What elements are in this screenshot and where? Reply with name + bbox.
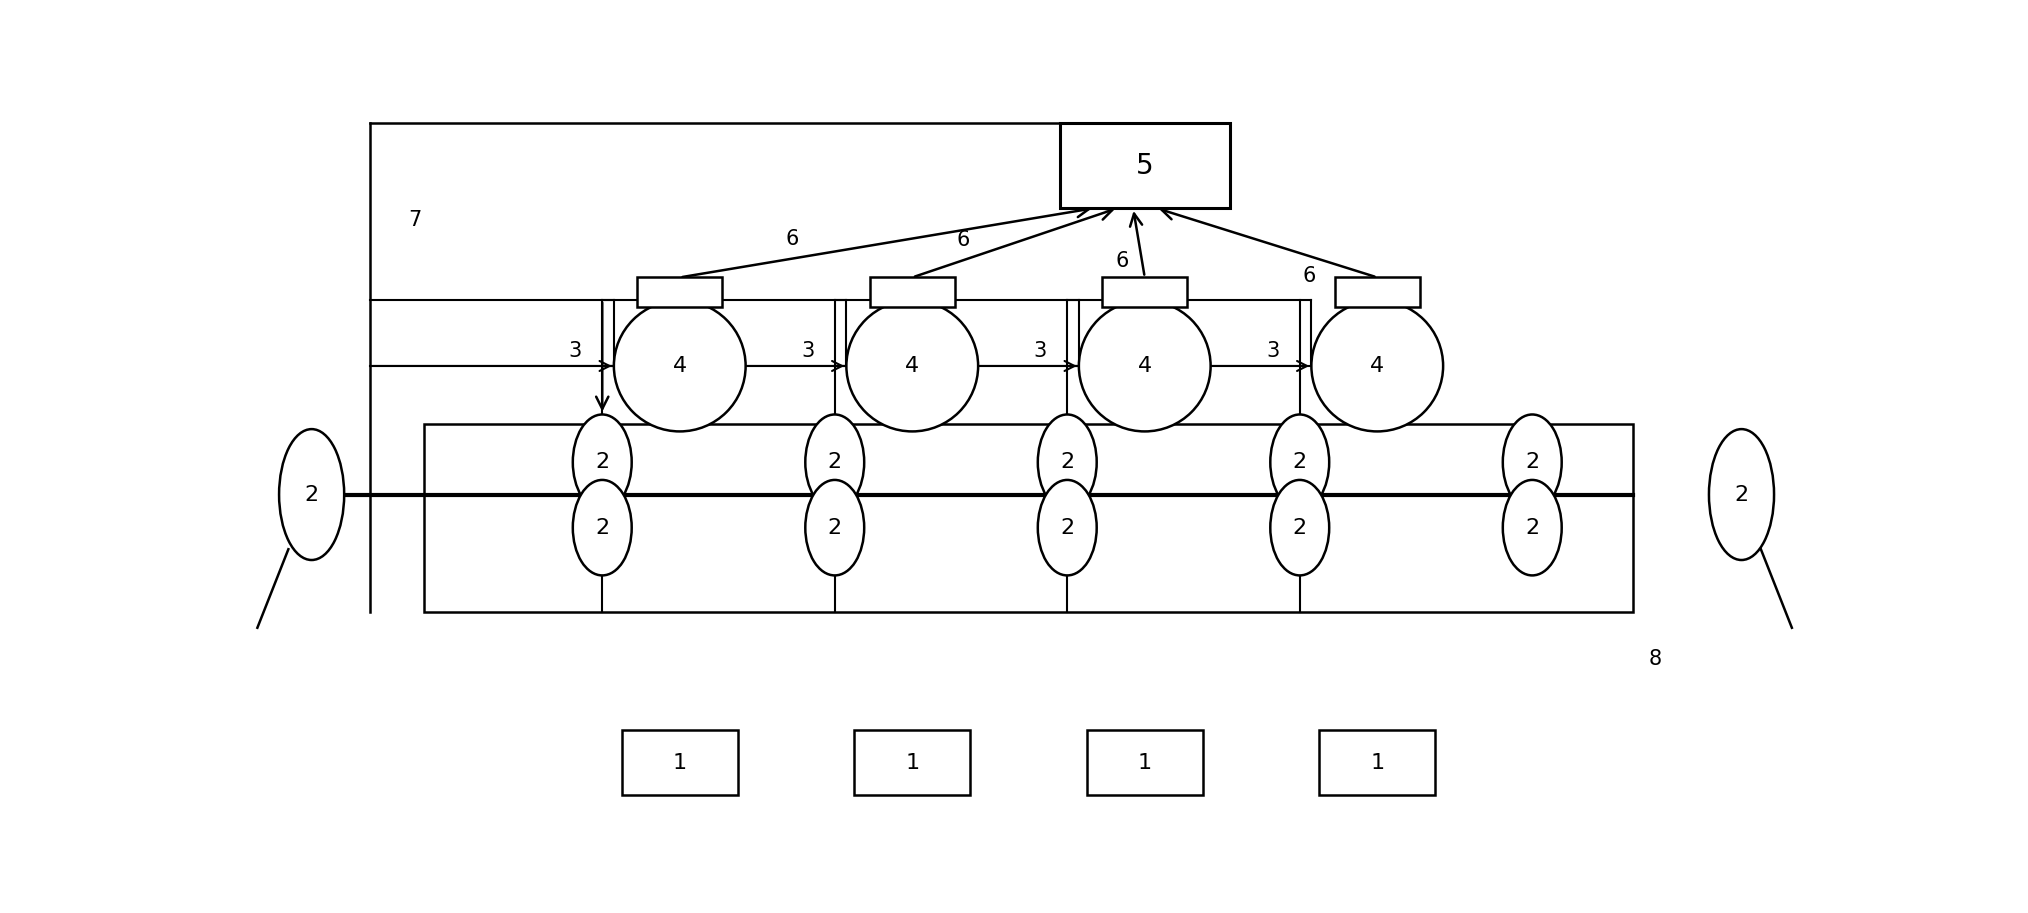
Text: 4: 4: [673, 356, 687, 376]
Ellipse shape: [1270, 480, 1328, 575]
Text: 1: 1: [1371, 752, 1385, 772]
Circle shape: [1312, 300, 1444, 432]
Bar: [1101, 278, 1186, 307]
Text: 3: 3: [801, 341, 815, 361]
Bar: [623, 729, 738, 795]
Bar: [1318, 729, 1436, 795]
Ellipse shape: [1503, 415, 1562, 510]
Bar: [870, 278, 955, 307]
Circle shape: [614, 300, 746, 432]
Text: 4: 4: [904, 356, 919, 376]
Text: 1: 1: [1138, 752, 1152, 772]
Text: 2: 2: [1734, 485, 1748, 505]
Ellipse shape: [805, 480, 864, 575]
Text: 2: 2: [1061, 518, 1075, 538]
Text: 6: 6: [1115, 251, 1130, 271]
Text: 2: 2: [827, 518, 842, 538]
Text: 6: 6: [1302, 267, 1316, 287]
Text: 2: 2: [594, 518, 608, 538]
Text: 4: 4: [1371, 356, 1385, 376]
Ellipse shape: [1038, 480, 1097, 575]
Text: 7: 7: [408, 210, 422, 230]
Bar: [637, 278, 722, 307]
Text: 3: 3: [1265, 341, 1280, 361]
Text: 8: 8: [1649, 648, 1661, 668]
Text: 3: 3: [1034, 341, 1046, 361]
Text: 5: 5: [1136, 152, 1154, 180]
Text: 4: 4: [1138, 356, 1152, 376]
Circle shape: [846, 300, 977, 432]
Text: 1: 1: [673, 752, 687, 772]
Bar: [854, 729, 969, 795]
Text: 2: 2: [1292, 452, 1306, 472]
Text: 2: 2: [304, 485, 318, 505]
Text: 2: 2: [1061, 452, 1075, 472]
Text: 2: 2: [1525, 452, 1539, 472]
Bar: [424, 424, 1633, 613]
Bar: [1059, 123, 1231, 208]
Text: 2: 2: [594, 452, 608, 472]
Ellipse shape: [1270, 415, 1328, 510]
Ellipse shape: [1503, 480, 1562, 575]
Text: 6: 6: [957, 230, 969, 250]
Bar: [1087, 729, 1203, 795]
Text: 2: 2: [1292, 518, 1306, 538]
Ellipse shape: [1710, 429, 1774, 560]
Text: 3: 3: [568, 341, 582, 361]
Ellipse shape: [280, 429, 345, 560]
Ellipse shape: [1038, 415, 1097, 510]
Ellipse shape: [572, 415, 631, 510]
Ellipse shape: [805, 415, 864, 510]
Text: 6: 6: [787, 229, 799, 249]
Ellipse shape: [572, 480, 631, 575]
Text: 2: 2: [827, 452, 842, 472]
Text: 2: 2: [1525, 518, 1539, 538]
Text: 1: 1: [904, 752, 919, 772]
Circle shape: [1079, 300, 1211, 432]
Bar: [1334, 278, 1420, 307]
